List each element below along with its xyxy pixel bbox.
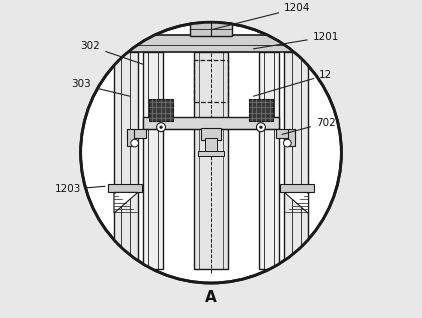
Text: 1201: 1201 [254,32,339,49]
Bar [249,99,273,121]
Text: 302: 302 [81,41,143,64]
Text: A: A [205,290,217,305]
Text: 1203: 1203 [55,184,105,194]
Circle shape [257,123,265,132]
Circle shape [284,139,291,147]
Text: 12: 12 [254,70,333,96]
Polygon shape [114,192,138,213]
Bar [194,52,228,269]
Bar [194,60,228,102]
Bar [108,184,142,192]
Circle shape [260,126,262,128]
Text: 702: 702 [282,118,335,135]
Bar [116,35,306,52]
Bar [288,129,295,146]
Polygon shape [284,192,308,213]
Bar [149,99,173,121]
Text: 303: 303 [71,80,130,96]
Circle shape [131,139,138,147]
Bar [205,138,217,153]
Bar [190,18,232,36]
Bar [276,129,295,138]
Bar [143,117,279,129]
Text: 1204: 1204 [212,3,311,30]
Bar [127,129,146,138]
Bar [280,184,314,192]
Circle shape [81,22,341,283]
Bar [114,52,138,269]
Bar [259,52,279,269]
Bar [201,128,221,140]
Bar [284,52,308,269]
Circle shape [160,126,162,128]
Bar [143,52,163,269]
Bar [198,151,224,156]
Bar [127,129,134,146]
Circle shape [157,123,165,132]
